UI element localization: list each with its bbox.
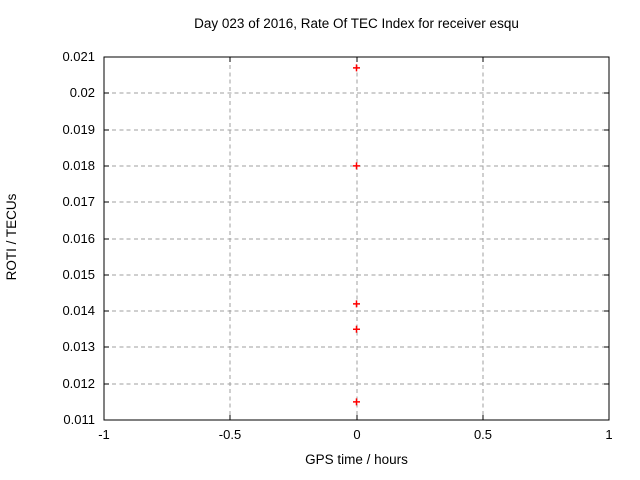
data-point <box>353 300 360 308</box>
y-tick-label: 0.018 <box>62 158 95 173</box>
y-tick-label: 0.02 <box>69 85 95 100</box>
y-tick-label: 0.014 <box>62 303 95 318</box>
x-tick-label: -1 <box>98 427 110 442</box>
x-tick-label: 1 <box>605 427 613 442</box>
y-tick-label: 0.017 <box>62 194 95 209</box>
y-tick-label: 0.016 <box>62 231 95 246</box>
data-point <box>353 64 360 72</box>
data-point <box>353 398 360 406</box>
data-point <box>353 162 360 170</box>
x-axis-title: GPS time / hours <box>305 452 408 467</box>
chart-title: Day 023 of 2016, Rate Of TEC Index for r… <box>194 16 519 31</box>
x-tick-label: 0 <box>353 427 361 442</box>
data-point <box>353 325 360 333</box>
y-tick-label: 0.019 <box>62 122 95 137</box>
y-tick-label: 0.013 <box>62 339 95 354</box>
y-tick-label: 0.021 <box>62 49 95 64</box>
x-tick-label: -0.5 <box>218 427 242 442</box>
y-tick-label: 0.015 <box>62 267 95 282</box>
x-tick-label: 0.5 <box>473 427 493 442</box>
y-tick-label: 0.011 <box>63 412 95 427</box>
y-tick-label: 0.012 <box>62 376 95 391</box>
